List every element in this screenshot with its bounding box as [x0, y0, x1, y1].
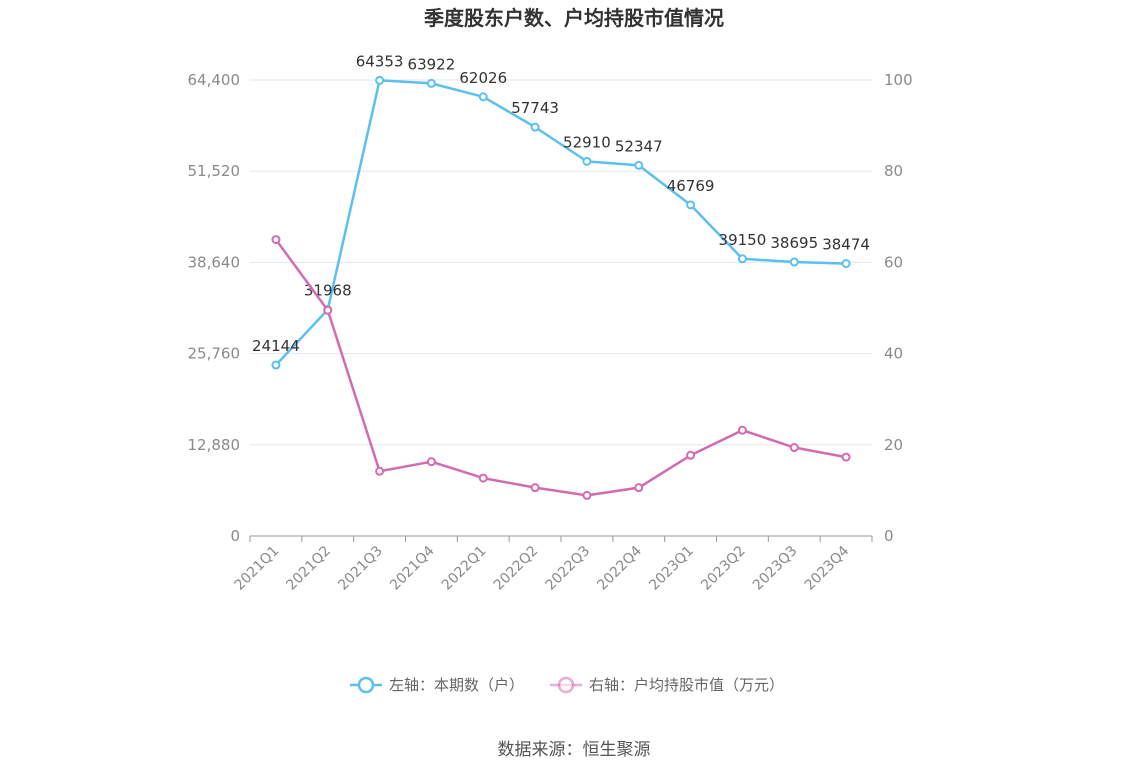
right-tick-label: 80	[884, 162, 903, 180]
right-tick-label: 0	[884, 527, 894, 545]
data-point	[841, 259, 851, 269]
data-label: 31968	[304, 282, 352, 300]
x-tick-label: 2023Q3	[750, 543, 801, 594]
x-tick-label: 2023Q2	[698, 543, 749, 594]
data-label: 39150	[719, 231, 767, 249]
data-point	[478, 92, 488, 102]
data-label: 52347	[615, 137, 663, 155]
legend-label: 左轴：本期数（户）	[389, 676, 524, 694]
x-tick-label: 2022Q1	[439, 543, 490, 594]
x-tick-label: 2021Q1	[232, 543, 283, 594]
data-point	[530, 122, 540, 132]
x-tick-label: 2023Q4	[802, 543, 853, 594]
data-point	[634, 483, 644, 493]
data-label: 64353	[356, 52, 404, 70]
data-point	[530, 483, 540, 493]
right-tick-label: 60	[884, 253, 903, 271]
chart-title: 季度股东户数、户均持股市值情况	[423, 6, 724, 30]
x-axis: 2021Q1 2021Q2 2021Q3 2021Q4 2022Q1 2022Q2 2022…	[232, 535, 873, 594]
right-axis: 0 20 40 60 80 100	[884, 71, 913, 545]
data-point	[737, 425, 747, 435]
x-tick-label: 2021Q2	[283, 543, 334, 594]
left-tick-label: 0	[230, 527, 240, 545]
x-tick-label: 2022Q4	[594, 543, 645, 594]
data-point	[789, 443, 799, 453]
data-point	[375, 466, 385, 476]
legend-marker	[357, 676, 375, 694]
left-tick-label: 64,400	[188, 71, 241, 89]
data-point	[582, 156, 592, 166]
left-axis: 0 12,880 25,760 38,640 51,520 64,400	[188, 71, 241, 545]
x-tick-label: 2022Q2	[491, 543, 542, 594]
data-point	[582, 490, 592, 500]
data-point	[426, 457, 436, 467]
left-tick-label: 38,640	[188, 253, 241, 271]
source-note: 数据来源：恒生聚源	[498, 740, 651, 760]
left-tick-label: 25,760	[188, 345, 241, 363]
data-point	[271, 235, 281, 245]
x-tick-label: 2021Q3	[335, 543, 386, 594]
x-tick-label: 2023Q1	[646, 543, 697, 594]
right-tick-label: 20	[884, 436, 903, 454]
data-point	[426, 78, 436, 88]
left-tick-label: 51,520	[188, 162, 241, 180]
data-label: 52910	[563, 133, 611, 151]
data-point	[323, 305, 333, 315]
data-point	[478, 473, 488, 483]
legend-item-1[interactable]: 左轴：本期数（户）	[350, 676, 524, 694]
right-tick-label: 100	[884, 71, 913, 89]
legend[interactable]: 左轴：本期数（户） 右轴：户均持股市值（万元）	[350, 676, 784, 694]
series-line-1	[275, 79, 847, 366]
data-point	[375, 75, 385, 85]
x-tick-label: 2021Q4	[387, 543, 438, 594]
gridlines	[250, 79, 872, 446]
data-label: 24144	[252, 337, 300, 355]
data-point	[686, 450, 696, 460]
data-label: 38474	[822, 236, 870, 254]
data-point	[686, 200, 696, 210]
data-point	[789, 257, 799, 267]
x-tick-label: 2022Q3	[543, 543, 594, 594]
data-point	[737, 254, 747, 264]
legend-marker	[557, 676, 575, 694]
data-label: 62026	[459, 69, 507, 87]
data-point	[271, 360, 281, 370]
left-tick-label: 12,880	[188, 436, 241, 454]
legend-label: 右轴：户均持股市值（万元）	[589, 676, 784, 694]
data-label: 63922	[408, 55, 456, 73]
legend-item-2[interactable]: 右轴：户均持股市值（万元）	[550, 676, 784, 694]
data-label: 38695	[770, 234, 818, 252]
series-line-2	[274, 238, 847, 497]
data-point	[841, 452, 851, 462]
right-tick-label: 40	[884, 345, 903, 363]
data-label: 57743	[511, 99, 559, 117]
data-point	[634, 160, 644, 170]
data-label: 46769	[667, 177, 715, 195]
